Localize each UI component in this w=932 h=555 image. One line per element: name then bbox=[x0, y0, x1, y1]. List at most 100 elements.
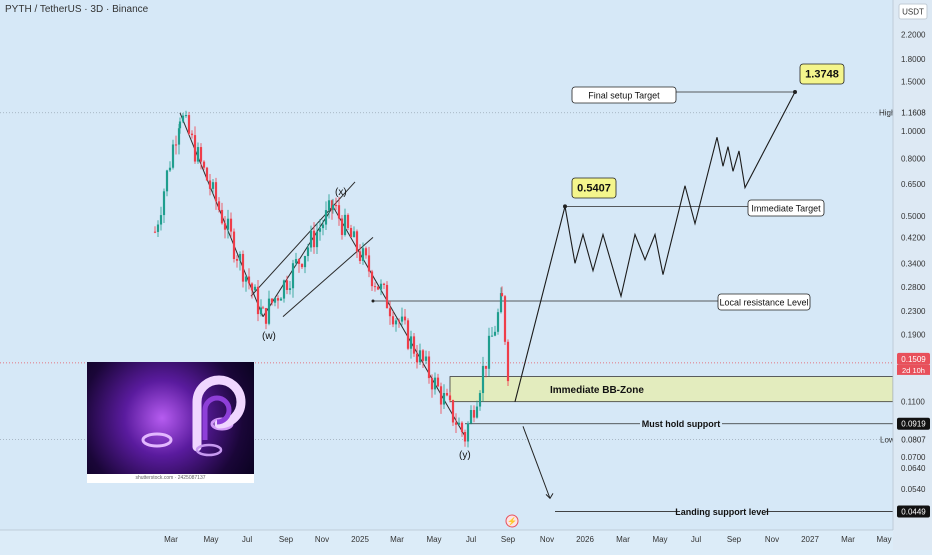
time-tick-label: Jul bbox=[691, 535, 701, 544]
time-tick-label: Jul bbox=[242, 535, 252, 544]
time-tick-label: Mar bbox=[390, 535, 404, 544]
event-flag-glyph: ⚡ bbox=[507, 516, 517, 526]
candle-body bbox=[208, 180, 212, 189]
candle-body bbox=[247, 276, 251, 284]
candle-body bbox=[315, 231, 319, 248]
candle-body bbox=[270, 298, 274, 303]
candle-body bbox=[403, 316, 407, 321]
candle-body bbox=[217, 201, 221, 210]
candle-body bbox=[324, 210, 328, 225]
candle-body bbox=[433, 377, 437, 390]
candle-body bbox=[503, 296, 507, 342]
candle-body bbox=[241, 253, 245, 282]
candle-body bbox=[364, 248, 368, 256]
final-target-value: 1.3748 bbox=[805, 69, 839, 81]
candle-body bbox=[394, 320, 398, 325]
bb-zone-label: Immediate BB-Zone bbox=[550, 385, 644, 396]
candle-body bbox=[187, 115, 191, 134]
candle-body bbox=[181, 115, 185, 122]
price-tick-label: 0.0540 bbox=[901, 485, 926, 494]
candle-body bbox=[487, 335, 491, 369]
must-hold-text: Must hold support bbox=[642, 419, 721, 429]
candle-body bbox=[282, 280, 286, 299]
candle-body bbox=[288, 288, 292, 290]
candle-body bbox=[190, 133, 194, 136]
candle-body bbox=[376, 286, 380, 290]
time-tick-label: 2025 bbox=[351, 535, 369, 544]
price-tick-label: 0.2800 bbox=[901, 283, 926, 292]
candle-body bbox=[300, 263, 304, 268]
candle-body bbox=[318, 228, 322, 232]
candle-body bbox=[297, 259, 301, 264]
candle-body bbox=[391, 316, 395, 325]
landing-value: 0.0449 bbox=[901, 508, 926, 517]
candle-body bbox=[418, 350, 422, 363]
time-tick-label: Sep bbox=[727, 535, 742, 544]
event-flag-icon bbox=[505, 514, 519, 528]
candle-body bbox=[448, 395, 452, 401]
price-tick-label: 0.1100 bbox=[901, 398, 925, 407]
candle-body bbox=[451, 400, 455, 423]
immediate-target-label-box bbox=[747, 199, 825, 217]
immediate-target-value-box bbox=[571, 177, 617, 199]
candle-body bbox=[445, 393, 449, 396]
candle-body bbox=[427, 356, 431, 379]
candle-body bbox=[415, 353, 419, 363]
candle-body bbox=[406, 320, 410, 349]
projection-path bbox=[514, 91, 796, 402]
current-price-tag bbox=[897, 352, 930, 365]
candle-body bbox=[373, 286, 377, 288]
low-value: 0.0807 bbox=[901, 436, 926, 445]
must-hold-bg bbox=[640, 417, 722, 430]
logo-image: shutterstock.com · 2425087137 bbox=[87, 362, 254, 483]
candle-body bbox=[205, 167, 209, 181]
candle-body bbox=[506, 341, 510, 382]
candle-body bbox=[442, 393, 446, 405]
price-tick-label: 0.0700 bbox=[901, 453, 926, 462]
candle-body bbox=[496, 312, 500, 332]
candle-body bbox=[367, 255, 371, 272]
price-tick-label: 0.1900 bbox=[901, 331, 926, 340]
candle-body bbox=[355, 231, 359, 252]
candle-body bbox=[493, 331, 497, 336]
time-tick-label: May bbox=[203, 535, 218, 544]
landing-label: Landing support level bbox=[675, 507, 769, 517]
price-tick-label: 1.5000 bbox=[901, 77, 926, 86]
candle-body bbox=[285, 280, 289, 290]
candle-body bbox=[349, 227, 353, 238]
time-tick-label: 2027 bbox=[801, 535, 819, 544]
candle-body bbox=[294, 259, 298, 264]
time-tick-label: Mar bbox=[841, 535, 855, 544]
candle-body bbox=[331, 205, 335, 210]
price-tick-label: 1.8000 bbox=[901, 55, 926, 64]
support-tag bbox=[897, 417, 930, 430]
countdown-value: 2d 10h bbox=[902, 366, 925, 375]
currency-label: USDT bbox=[902, 8, 924, 17]
candle-body bbox=[193, 135, 197, 162]
bb-zone-box bbox=[449, 376, 894, 403]
candle-body bbox=[469, 410, 473, 424]
candle-body bbox=[379, 283, 383, 290]
time-tick-label: May bbox=[426, 535, 441, 544]
time-tick-label: Jul bbox=[466, 535, 476, 544]
price-tick-label: 0.8000 bbox=[901, 154, 926, 163]
candle-body bbox=[312, 230, 316, 248]
time-tick-label: Nov bbox=[765, 535, 779, 544]
candle-body bbox=[436, 377, 440, 387]
candle-body bbox=[306, 247, 310, 257]
candle-body bbox=[475, 406, 479, 418]
candle-body bbox=[259, 307, 263, 315]
candle-body bbox=[211, 182, 215, 189]
candle-body bbox=[421, 350, 425, 361]
candle-body bbox=[309, 230, 313, 248]
time-tick-label: 2026 bbox=[576, 535, 594, 544]
candle-body bbox=[490, 335, 494, 337]
candle-body bbox=[457, 422, 461, 425]
candle-body bbox=[229, 218, 233, 232]
candle-body bbox=[244, 276, 248, 282]
price-axis-bg bbox=[893, 0, 932, 550]
time-tick-label: May bbox=[876, 535, 891, 544]
immediate-target-dot bbox=[563, 204, 567, 209]
candle-body bbox=[385, 284, 389, 309]
